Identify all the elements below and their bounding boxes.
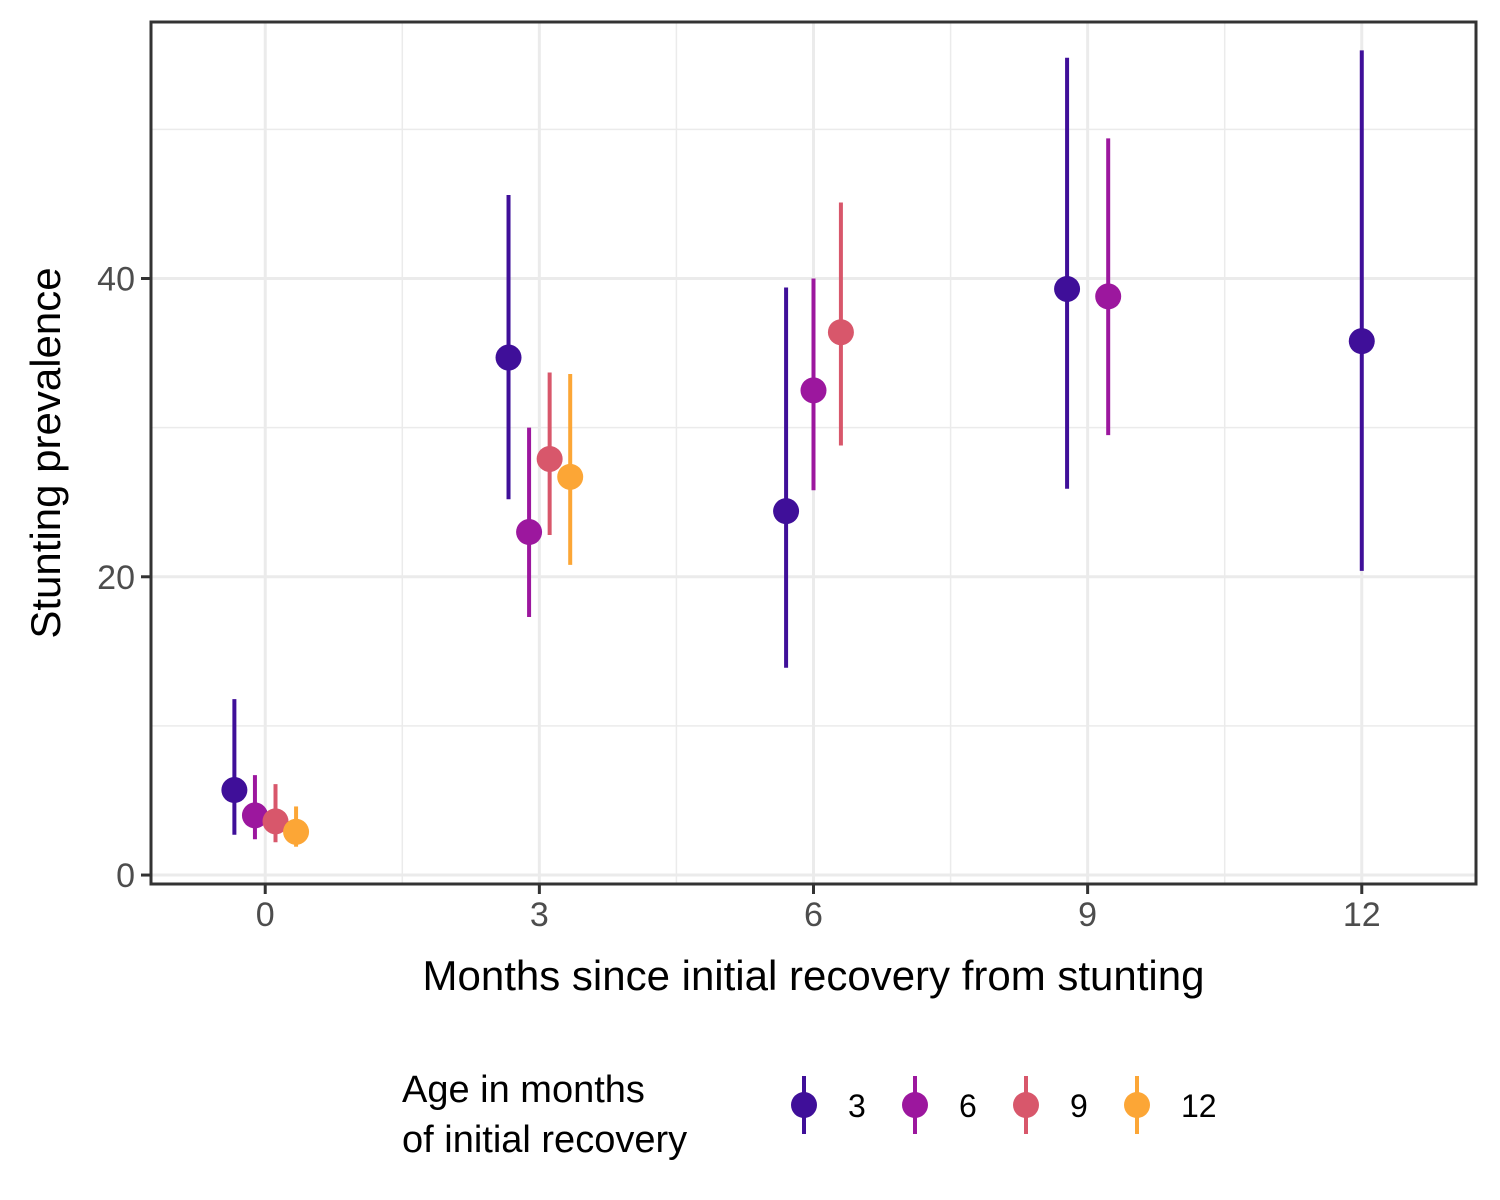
axes: 0 3 6 9 12 0 20 40	[97, 261, 1381, 934]
data-point	[516, 519, 543, 546]
legend-title-line-2: of initial recovery	[402, 1119, 687, 1161]
x-tick-label: 12	[1343, 896, 1381, 934]
legend-key-point	[902, 1092, 928, 1118]
legend-entry-6: 6	[902, 1076, 977, 1134]
legend-key-point	[1124, 1092, 1150, 1118]
data-point	[221, 777, 248, 804]
data-point	[1348, 328, 1375, 355]
x-tick-label: 3	[530, 896, 549, 934]
data-point	[557, 463, 584, 490]
x-axis-title: Months since initial recovery from stunt…	[423, 952, 1205, 999]
legend-label: 12	[1181, 1088, 1217, 1124]
legend-label: 6	[959, 1088, 977, 1124]
data-point	[773, 498, 800, 525]
data-point	[241, 802, 268, 829]
data-point	[536, 445, 563, 472]
legend-label: 9	[1070, 1088, 1088, 1124]
data-point	[262, 808, 289, 835]
legend-key-point	[791, 1092, 817, 1118]
y-tick-label: 0	[116, 857, 135, 895]
legend-key-point	[1013, 1092, 1039, 1118]
x-tick-label: 0	[256, 896, 275, 934]
data-point	[495, 344, 522, 371]
series-9	[262, 202, 854, 843]
data-point	[1054, 275, 1081, 302]
x-tick-label: 6	[804, 896, 823, 934]
data-point	[1095, 283, 1122, 310]
data-point	[800, 377, 827, 404]
data-marks	[221, 50, 1375, 847]
x-tick-label: 9	[1078, 896, 1097, 934]
legend-entry-12: 12	[1124, 1076, 1217, 1134]
series-12	[283, 373, 584, 847]
series-6	[241, 138, 1122, 840]
legend-entry-9: 9	[1013, 1076, 1088, 1134]
y-tick-label: 40	[97, 261, 135, 299]
y-tick-label: 20	[97, 559, 135, 597]
legend: Age in months of initial recovery 3 6 9 12	[402, 1069, 1217, 1161]
y-axis-title: Stunting prevalence	[22, 267, 69, 638]
legend-entry-3: 3	[791, 1076, 866, 1134]
legend-label: 3	[848, 1088, 866, 1124]
data-point	[827, 319, 854, 346]
series-3	[221, 50, 1375, 835]
legend-title-line-1: Age in months	[402, 1069, 645, 1111]
data-point	[283, 818, 310, 845]
